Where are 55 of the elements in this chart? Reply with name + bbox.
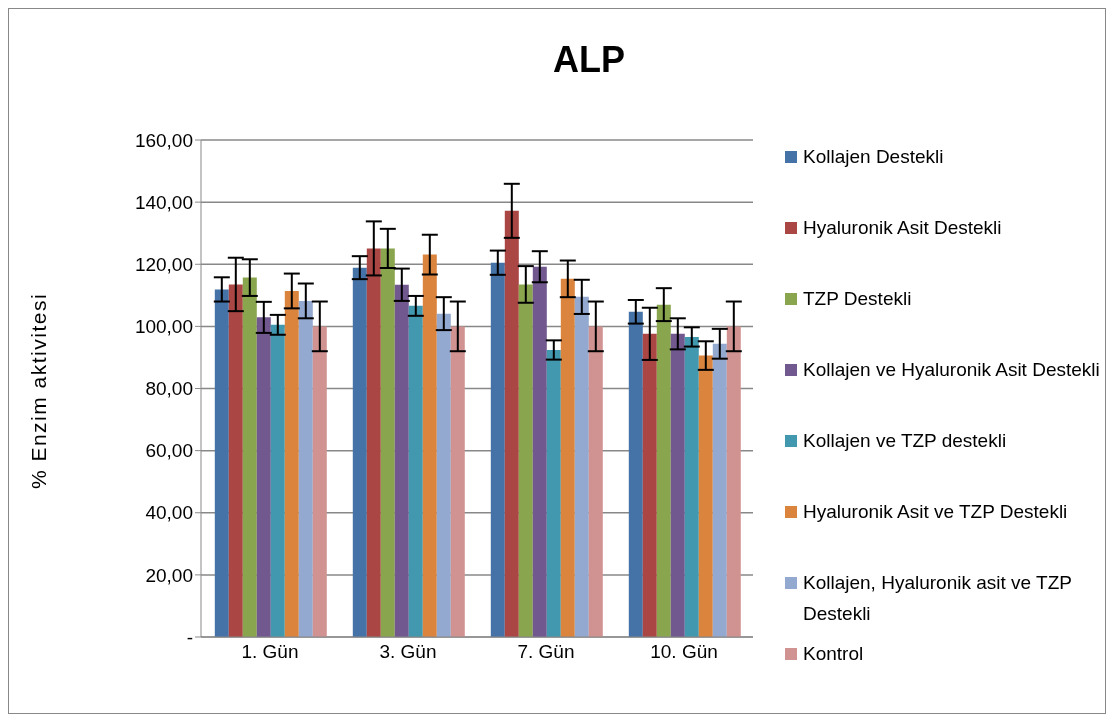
- bar: [284, 290, 299, 637]
- y-tick-label: 80,00: [145, 378, 193, 400]
- bar: [628, 311, 643, 637]
- y-tick-label: 100,00: [134, 316, 193, 338]
- y-tick-label: 60,00: [145, 440, 193, 462]
- bar: [642, 333, 657, 637]
- bar: [436, 313, 451, 637]
- bar: [270, 324, 285, 637]
- legend-label: Kollajen ve TZP destekli: [803, 429, 1007, 453]
- bar: [588, 326, 603, 637]
- bar: [352, 267, 367, 637]
- bar: [228, 284, 243, 637]
- legend-label: Kollajen ve Hyaluronik Asit Destekli: [803, 358, 1100, 382]
- bar: [490, 262, 505, 637]
- bar: [560, 278, 575, 637]
- y-axis-title: % Enzim aktivitesi: [27, 292, 51, 490]
- bar: [380, 248, 395, 637]
- bar: [256, 317, 271, 637]
- y-tick-label: 20,00: [145, 564, 193, 586]
- bar: [312, 326, 327, 637]
- chart-title: ALP: [552, 39, 626, 81]
- y-tick-label: 160,00: [134, 129, 193, 151]
- x-tick-label: 1. Gün: [241, 641, 299, 663]
- legend-label: Kollajen Destekli: [803, 145, 944, 169]
- bar: [214, 289, 229, 637]
- y-tick-label: 140,00: [134, 191, 193, 213]
- y-tick-label: 40,00: [145, 502, 193, 524]
- bar: [684, 336, 699, 637]
- bar: [656, 304, 671, 637]
- legend-label: Kontrol: [803, 642, 864, 666]
- bar: [504, 210, 519, 637]
- x-tick-label: 7. Gün: [517, 641, 575, 663]
- bar: [408, 305, 423, 637]
- x-tick-label: 3. Gün: [379, 641, 437, 663]
- y-tick-label: -: [186, 626, 193, 648]
- bar: [574, 296, 589, 637]
- x-tick-label: 10. Gün: [650, 641, 718, 663]
- bar: [298, 300, 313, 637]
- bar: [532, 266, 547, 637]
- bar: [518, 284, 533, 637]
- bar: [712, 343, 727, 637]
- bar: [242, 277, 257, 637]
- y-tick-label: 120,00: [134, 253, 193, 275]
- bar: [670, 333, 685, 637]
- legend-label: Hyaluronik Asit ve TZP Destekli: [803, 500, 1068, 524]
- bar: [546, 349, 561, 637]
- bar: [394, 284, 409, 637]
- bar: [366, 248, 381, 637]
- legend-label: Hyaluronik Asit Destekli: [803, 216, 1002, 240]
- legend-label: Kollajen, Hyaluronik asit ve TZP Destekli: [803, 571, 1073, 626]
- bar: [450, 326, 465, 637]
- bar: [698, 355, 713, 637]
- bar: [726, 326, 741, 637]
- bar: [422, 254, 437, 637]
- legend-label: TZP Destekli: [803, 287, 912, 311]
